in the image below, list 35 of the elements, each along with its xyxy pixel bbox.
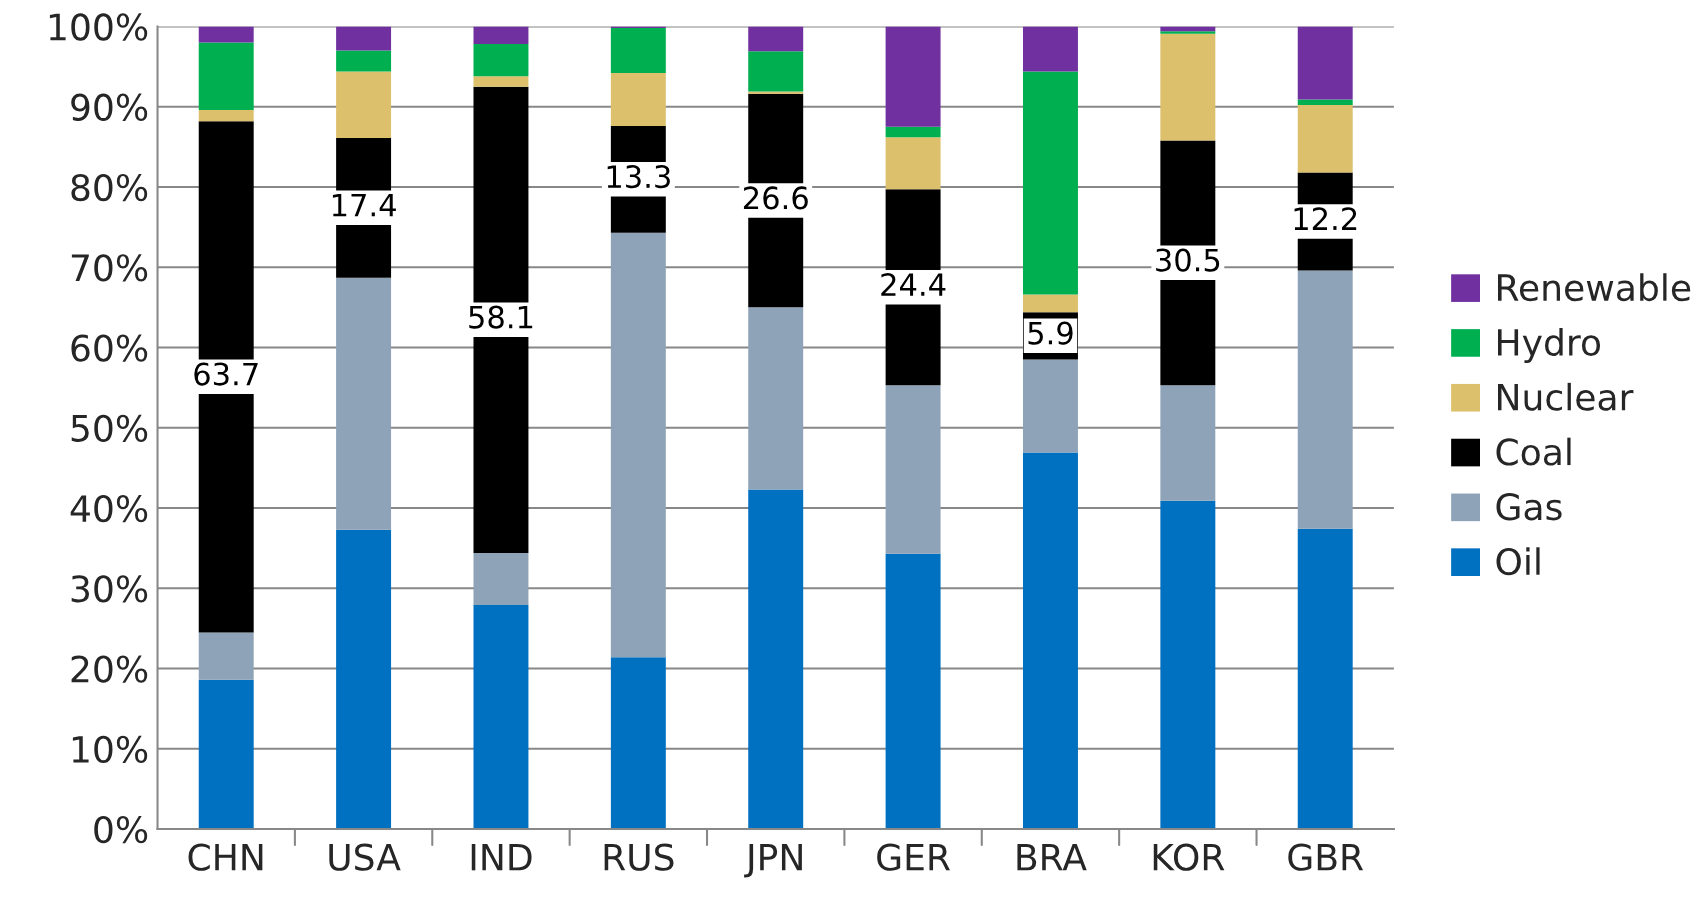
- y-tick-label: 70%: [71, 254, 148, 282]
- y-tick-label: 10%: [72, 735, 148, 763]
- legend-label: Nuclear: [1498, 382, 1634, 411]
- x-tick-label: KOR: [1153, 843, 1225, 871]
- x-tick-label: BRA: [1017, 844, 1087, 871]
- y-tick-label: 20%: [71, 655, 148, 683]
- y-tick-label: 40%: [70, 494, 148, 523]
- data-label: 12.2: [1294, 207, 1357, 230]
- data-label: 30.5: [1156, 248, 1220, 272]
- data-label: 63.7: [194, 362, 258, 386]
- data-label: 5.9: [1028, 321, 1073, 345]
- legend-label: Gas: [1496, 493, 1562, 521]
- data-label: 17.4: [332, 193, 396, 217]
- x-tick-label: CHN: [188, 843, 263, 871]
- x-tick-label: GER: [877, 843, 950, 871]
- y-tick-label: 50%: [71, 414, 148, 442]
- data-label: 26.6: [743, 186, 808, 210]
- legend-label: Coal: [1496, 437, 1571, 466]
- legend-label: Oil: [1496, 547, 1540, 576]
- legend-label: Renewable: [1498, 273, 1691, 302]
- x-tick-label: IND: [471, 844, 532, 871]
- data-label: 13.3: [607, 165, 670, 189]
- y-tick-label: 30%: [71, 575, 148, 603]
- y-tick-label: 60%: [71, 334, 148, 362]
- x-tick-label: GBR: [1288, 843, 1364, 871]
- x-tick-label: RUS: [604, 843, 674, 871]
- y-tick-label: 90%: [71, 93, 148, 121]
- x-tick-label: USA: [329, 843, 401, 871]
- legend-label: Hydro: [1498, 328, 1601, 363]
- y-tick-label: 80%: [71, 173, 148, 202]
- x-tick-label: JPN: [744, 844, 802, 878]
- data-label: 24.4: [881, 273, 946, 296]
- y-tick-label: 100%: [49, 13, 148, 41]
- data-label: 58.1: [469, 305, 533, 329]
- y-tick-label: 0%: [94, 815, 148, 844]
